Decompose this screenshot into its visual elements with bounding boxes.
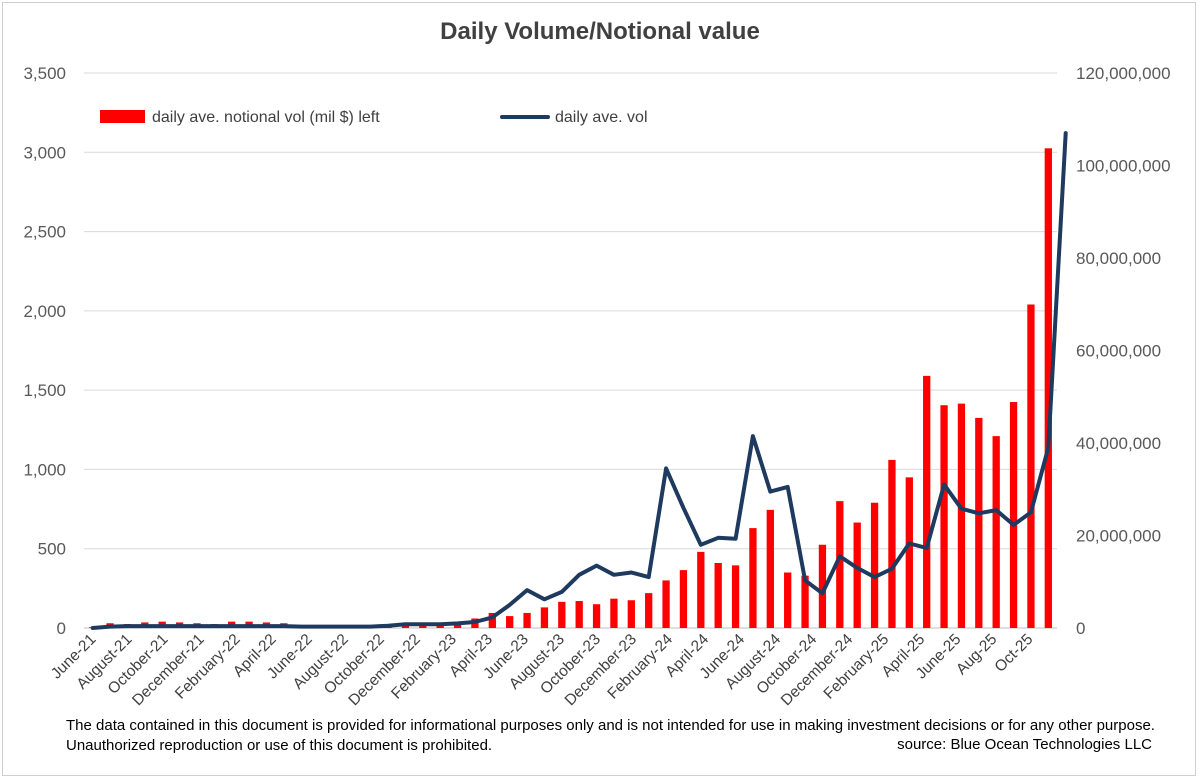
volume-line	[90, 131, 1068, 630]
left-y-tick-label: 0	[57, 619, 66, 638]
bar	[1009, 402, 1018, 628]
right-y-tick-label: 100,000,000	[1076, 157, 1171, 176]
bar	[523, 612, 531, 628]
legend: daily ave. notional vol (mil $) left dail…	[100, 109, 648, 126]
left-y-tick-label: 500	[38, 540, 66, 559]
right-y-tick-label: 80,000,000	[1076, 249, 1161, 268]
bar	[679, 570, 688, 628]
left-axis: 0 500 1,000 1,500 2,000 2,500 3,000 3,500	[23, 64, 66, 638]
disclaimer-text: The data contained in this document is p…	[66, 717, 1155, 754]
bar	[905, 477, 913, 628]
bar	[923, 375, 931, 628]
right-axis: 0 20,000,000 40,000,000 60,000,000 80,000,00…	[1076, 64, 1171, 638]
legend-label-notional: daily ave. notional vol (mil $) left	[152, 109, 380, 126]
bar	[975, 417, 983, 628]
left-y-tick-label: 2,500	[23, 223, 66, 242]
bar	[749, 528, 757, 628]
bar	[419, 625, 427, 628]
right-y-tick-label: 20,000,000	[1076, 527, 1161, 546]
legend-label-volume: daily ave. vol	[555, 109, 648, 126]
line-series	[90, 131, 1068, 630]
source-text: source: Blue Ocean Technologies LLC	[897, 736, 1152, 753]
right-y-tick-label: 60,000,000	[1076, 342, 1161, 361]
bar	[818, 544, 827, 628]
bar	[940, 405, 948, 628]
bar	[714, 562, 722, 628]
right-y-tick-label: 120,000,000	[1076, 64, 1171, 83]
bar	[592, 604, 601, 628]
bar	[645, 593, 653, 628]
left-y-tick-label: 1,500	[23, 381, 66, 400]
right-y-tick-label: 0	[1076, 619, 1085, 638]
bar	[627, 600, 635, 628]
bar	[697, 551, 705, 628]
bar	[957, 403, 966, 628]
bar-series	[89, 148, 1052, 629]
bar	[801, 575, 809, 628]
left-y-tick-label: 3,500	[23, 64, 66, 83]
bar	[766, 509, 774, 628]
bar	[540, 607, 549, 628]
bar	[1044, 148, 1052, 629]
bar	[853, 522, 861, 628]
bar	[453, 624, 462, 628]
bar	[992, 436, 1000, 628]
left-y-tick-label: 1,000	[23, 460, 66, 479]
x-tick-label: Aug-25	[953, 631, 1000, 678]
bar	[836, 501, 844, 628]
left-y-tick-label: 3,000	[23, 143, 66, 162]
bar	[610, 598, 618, 628]
x-tick-label: Oct-25	[992, 631, 1037, 676]
bar	[1027, 304, 1035, 628]
bar	[731, 565, 740, 628]
bar	[488, 612, 496, 628]
bar	[784, 572, 792, 628]
chart-title: Daily Volume/Notional value	[440, 18, 760, 45]
bar	[558, 601, 566, 628]
bar	[662, 580, 670, 628]
bar	[506, 616, 514, 628]
x-axis: June-21August-21October-21December-21Feb…	[48, 631, 1037, 710]
right-y-tick-label: 40,000,000	[1076, 434, 1161, 453]
left-y-tick-label: 2,000	[23, 302, 66, 321]
bar	[888, 459, 896, 628]
bar	[436, 625, 444, 628]
legend-swatch-notional	[100, 110, 145, 123]
bar	[870, 502, 879, 628]
bar	[575, 601, 583, 628]
